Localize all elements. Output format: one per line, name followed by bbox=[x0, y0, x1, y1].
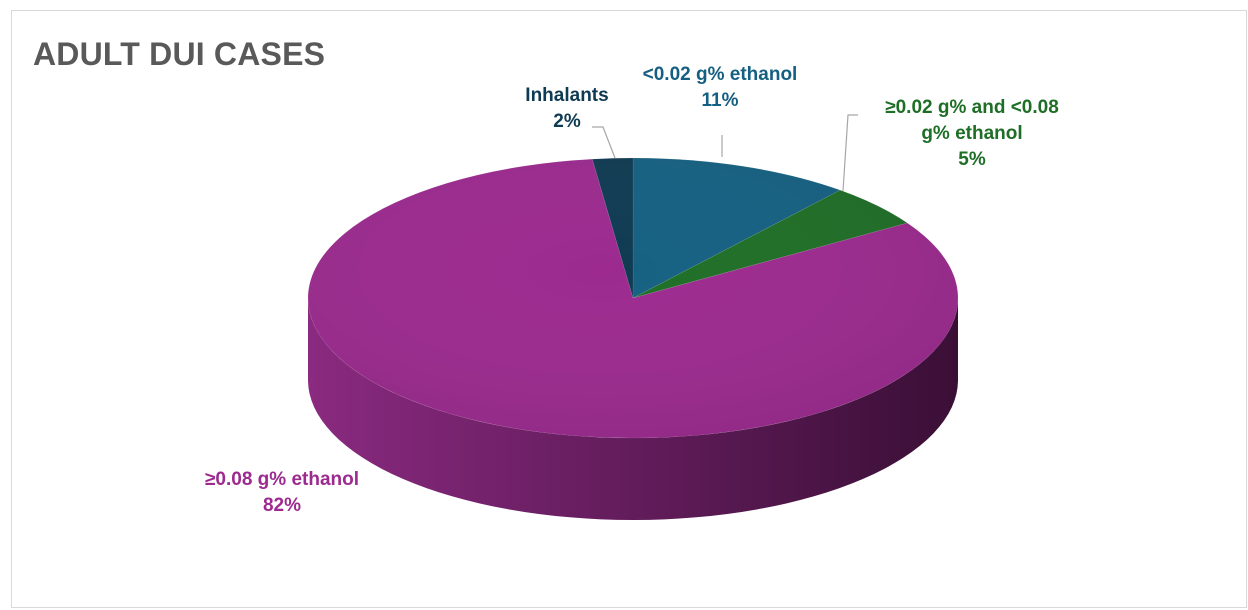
data-label-category: g% ethanol bbox=[921, 123, 1022, 144]
data-label-value: 2% bbox=[553, 111, 581, 132]
data-label: ≥0.02 g% and <0.08 g% ethanol 5% bbox=[885, 97, 1059, 170]
data-label: ≥0.08 g% ethanol 82% bbox=[205, 469, 359, 516]
data-label-value: 82% bbox=[263, 495, 301, 516]
data-label-category: ≥0.08 g% ethanol bbox=[205, 469, 359, 490]
pie-side-band bbox=[308, 298, 958, 520]
data-label: Inhalants 2% bbox=[525, 85, 608, 132]
data-label-category: Inhalants bbox=[525, 85, 608, 106]
data-label-category: <0.02 g% ethanol bbox=[643, 64, 798, 85]
leader-line bbox=[592, 126, 616, 159]
data-label-category: ≥0.02 g% and <0.08 bbox=[885, 97, 1059, 118]
data-label-value: 11% bbox=[702, 90, 739, 111]
data-label: <0.02 g% ethanol 11% bbox=[643, 64, 798, 111]
chart-title: ADULT DUI CASES bbox=[33, 36, 326, 72]
leader-line bbox=[842, 114, 858, 192]
data-label-value: 5% bbox=[958, 149, 986, 170]
